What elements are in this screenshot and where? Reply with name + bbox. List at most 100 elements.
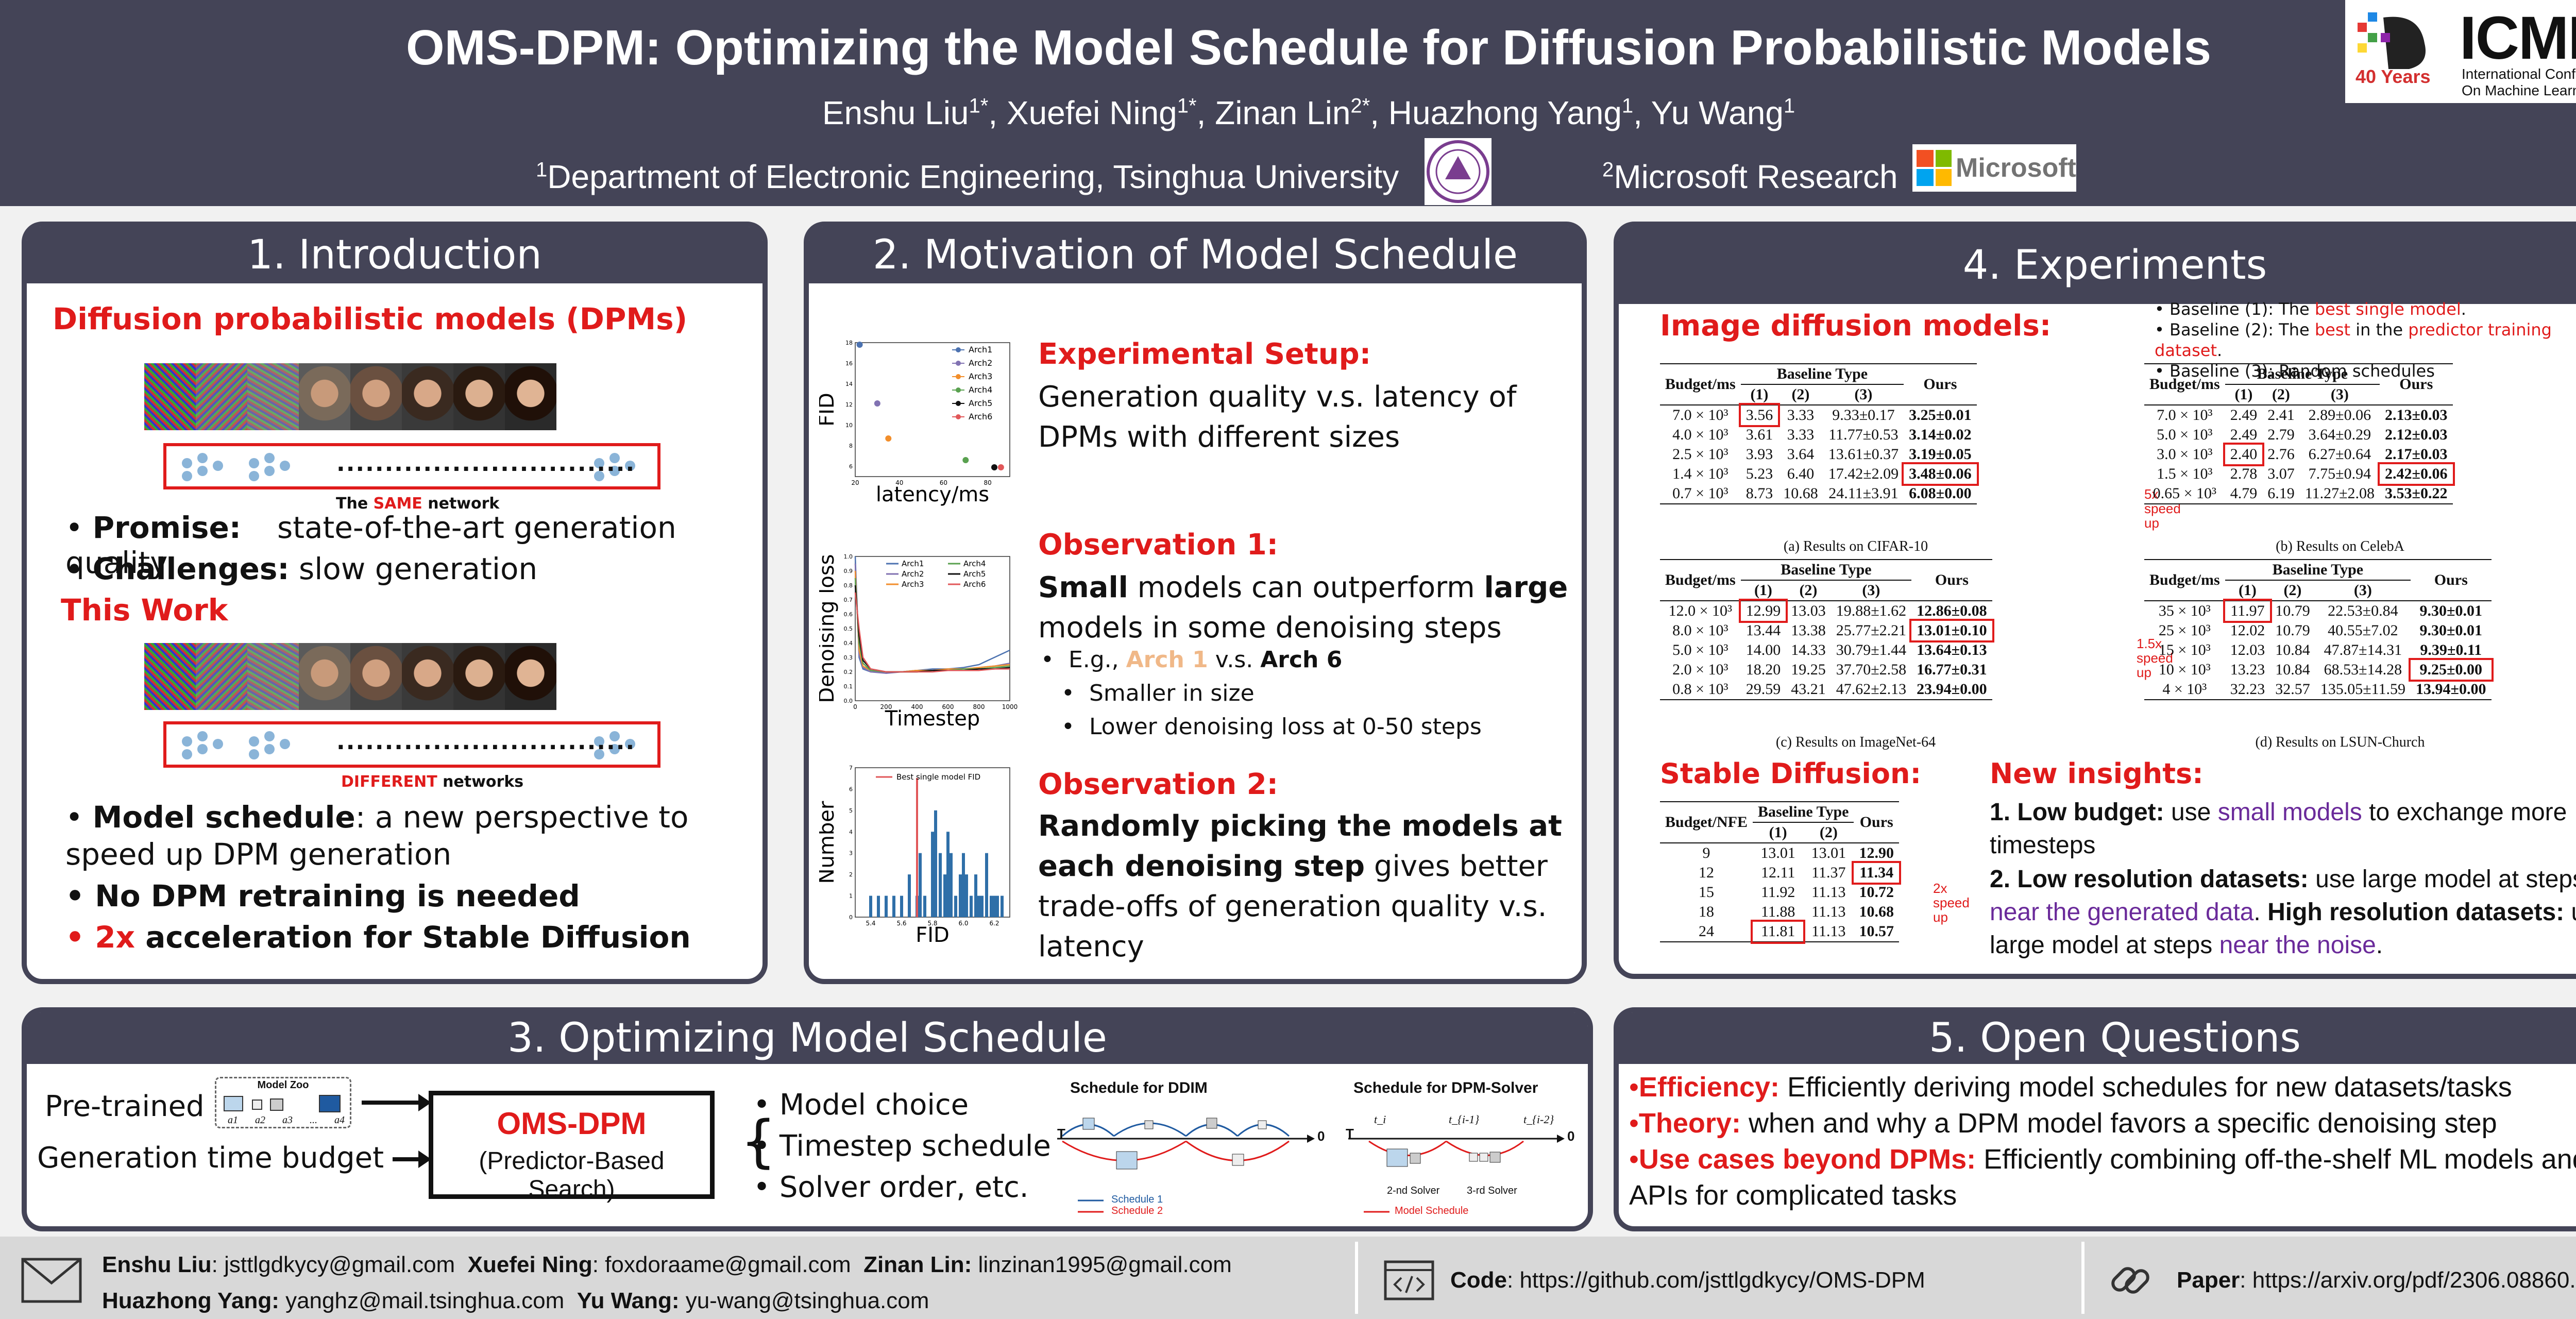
baseline-item: • Baseline (1): The best single model. — [2155, 299, 2466, 319]
table-cell: 3.19±0.05 — [1909, 446, 1972, 463]
table-cell: 4.0 × 10³ — [1672, 426, 1728, 443]
output-item: • Timestep schedule — [753, 1129, 1051, 1163]
table-row: 5.0 × 10³ 14.00 14.33 30.79±1.44 13.64±0.13 — [1660, 640, 1992, 660]
open-question-item: •Efficiency: Efficiently deriving model … — [1629, 1072, 2512, 1103]
table-cell: 6.19 — [2267, 485, 2295, 502]
table-cell: 11.77±0.53 — [1828, 426, 1899, 443]
y-tick-label: 18 — [845, 340, 853, 346]
legend-label: Arch6 — [969, 412, 992, 421]
table-cell: 3.61 — [1745, 426, 1773, 443]
paper-link[interactable]: Paper: https://arxiv.org/pdf/2306.08860.… — [2177, 1267, 2576, 1293]
table-caption: (a) Results on CIFAR-10 — [1783, 538, 1928, 554]
output-brace: { — [740, 1108, 776, 1174]
table-row: 8.0 × 10³ 13.44 13.38 25.77±2.21 13.01±0.10 — [1660, 619, 1994, 642]
col-header: Ours — [1923, 376, 1957, 393]
noise-image — [144, 363, 196, 430]
table-cell: 13.01 — [1811, 844, 1846, 861]
table-cell: 11.13 — [1811, 884, 1846, 901]
table-caption: (b) Results on CelebA — [2276, 538, 2404, 554]
table-row: 35 × 10³ 11.97 10.79 22.53±0.84 9.30±0.01 — [2144, 599, 2492, 623]
table-row: 1.4 × 10³ 5.23 6.40 17.42±2.09 3.48±0.06 — [1660, 462, 1979, 486]
email-link[interactable]: linzinan1995@gmail.com — [972, 1252, 1232, 1277]
network-nodes-icon — [182, 453, 635, 481]
histogram-bar — [869, 895, 872, 917]
y-tick-label: 6 — [849, 463, 853, 470]
col-header: Baseline Type — [1740, 364, 1904, 385]
icml-logo: 40 Years ICML International Conference O… — [2345, 0, 2576, 103]
table-cell: 47.62±2.13 — [1836, 681, 1907, 698]
y-tick-label: 1 — [849, 893, 853, 900]
table-cell: 17.42±2.09 — [1828, 465, 1899, 482]
table-cell: 2.49 — [2230, 426, 2258, 443]
image-heading: Image diffusion models: — [1660, 309, 2052, 343]
microsoft-squares-icon — [1917, 150, 1952, 186]
legend-label: Arch3 — [902, 580, 924, 589]
email-link[interactable]: : jsttlgdkycy@gmail.com — [211, 1252, 455, 1277]
table-cell: 12.99 — [1738, 599, 1788, 623]
histogram-bar — [962, 853, 965, 917]
col-header: (1) — [2238, 582, 2257, 599]
table-row: 25 × 10³ 12.02 10.79 40.55±7.02 9.30±0.01 — [2144, 621, 2492, 640]
table-cell: 1.5 × 10³ — [2157, 465, 2213, 482]
open-question-item: •Theory: when and why a DPM model favors… — [1629, 1108, 2497, 1139]
table-row: 0.65 × 10³ 4.79 6.19 11.27±2.08 3.53±0.22 — [2144, 484, 2453, 504]
obs1-sub1: • Smaller in size — [1061, 680, 1255, 706]
histogram-bar — [939, 853, 942, 917]
code-link[interactable]: Code: https://github.com/jsttlgdkycy/OMS… — [1450, 1267, 1925, 1293]
y-tick-label: 1.0 — [844, 553, 853, 560]
table-row: 2.0 × 10³ 18.20 19.25 37.70±2.58 16.77±0.31 — [1660, 660, 1992, 680]
table-cell: 11.88 — [1760, 903, 1795, 920]
table-cell: 2.5 × 10³ — [1672, 446, 1728, 463]
setup-heading: Experimental Setup: — [1038, 337, 1371, 371]
input-arrows-icon — [362, 1094, 431, 1168]
table-cell: 14.00 — [1745, 641, 1781, 658]
table-cell: 135.05±11.59 — [2320, 681, 2406, 698]
col-header: (2) — [1791, 386, 1810, 403]
table-cell: 19.25 — [1791, 661, 1826, 678]
panel-open-questions: 5. Open Questions •Efficiency: Efficient… — [1614, 1007, 2576, 1231]
series-line — [854, 563, 1010, 674]
poster-header: OMS-DPM: Optimizing the Model Schedule f… — [0, 0, 2576, 206]
different-networks-label: DIFFERENT networks — [341, 773, 524, 791]
y-tick-label: 10 — [845, 422, 853, 429]
chart-plot-area: 5.4 5.6 5.8 6.0 6.2 0 1 2 3 4 5 6 7 FID Number Best sin… — [819, 765, 1010, 947]
table-cell: 1.4 × 10³ — [1672, 465, 1728, 482]
table-row: 7.0 × 10³ 2.49 2.41 2.89±0.06 2.13±0.03 — [2144, 405, 2453, 425]
code-icon — [1384, 1260, 1434, 1300]
col-header: (3) — [1862, 582, 1880, 599]
histogram-bar — [946, 832, 950, 917]
table-cell: 40.55±7.02 — [2328, 622, 2398, 639]
table-cell: 0.8 × 10³ — [1672, 681, 1728, 698]
email-link[interactable]: : foxdoraame@gmail.com — [592, 1252, 851, 1277]
email-link[interactable]: yanghz@mail.tsinghua.com — [279, 1288, 565, 1313]
histogram-bar — [919, 853, 922, 917]
scatter-point — [997, 464, 1004, 470]
face-image — [505, 643, 556, 710]
table-cell: 0.7 × 10³ — [1672, 485, 1728, 502]
col-header: Baseline Type — [2225, 560, 2411, 581]
table-cell: 7.0 × 10³ — [2157, 407, 2213, 424]
table-cell: 10.84 — [2275, 641, 2310, 658]
ddim-T-label: T — [1057, 1126, 1065, 1141]
face-image — [505, 363, 556, 430]
table-cell: 3.33 — [1787, 407, 1815, 424]
histogram-bar — [1001, 895, 1004, 917]
results-table-lsun: Budget/ms Baseline Type Ours (1) (2) (3) 35 × … — [2144, 559, 2494, 702]
this-work-heading: This Work — [61, 593, 228, 628]
legend-label: Arch5 — [969, 398, 992, 408]
y-axis-label: Denoising loss — [819, 554, 839, 703]
table-cell: 5.23 — [1745, 465, 1773, 482]
table-row: 4.0 × 10³ 3.61 3.33 11.77±0.53 3.14±0.02 — [1660, 425, 1977, 445]
table-row: 18 11.88 11.13 10.68 — [1660, 902, 1899, 922]
table-cell: 2.42±0.06 — [2378, 462, 2455, 486]
network-box-same: ............................... — [163, 443, 660, 489]
table-row: 0.8 × 10³ 29.59 43.21 47.62±2.13 23.94±0.00 — [1660, 680, 1992, 700]
x-tick-label: 5.6 — [896, 920, 906, 927]
table-cell: 12.02 — [2230, 622, 2265, 639]
table-cell: 32.57 — [2275, 681, 2310, 698]
series-line — [854, 585, 1010, 673]
email-link[interactable]: yu-wang@tsinghua.com — [679, 1288, 929, 1313]
x-tick-label: 6.0 — [958, 920, 968, 927]
results-table-cifar: Budget/ms Baseline Type Ours (1) (2) (3) 7.0 ×… — [1660, 363, 1979, 506]
y-tick-label: 0.3 — [844, 654, 853, 661]
